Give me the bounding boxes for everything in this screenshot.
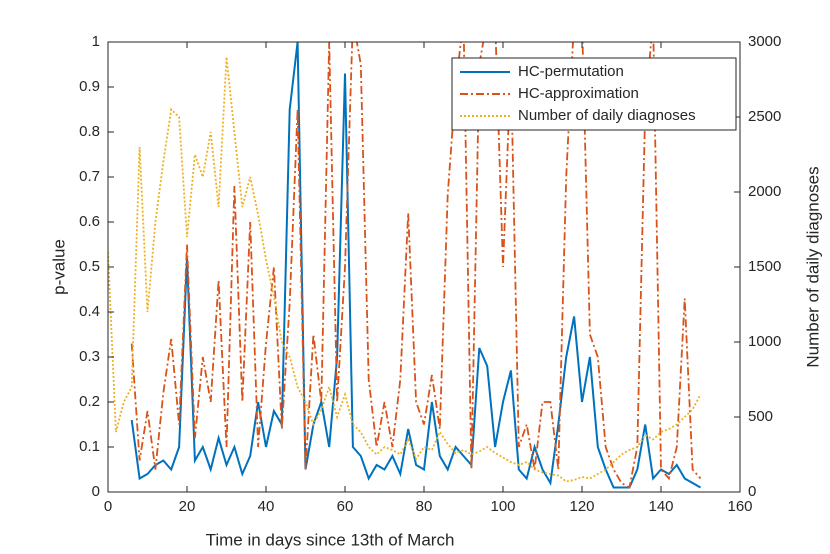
x-tick-label: 60 [337,498,354,515]
x-tick-label: 0 [104,498,112,515]
x-tick-label: 80 [416,498,433,515]
y-tick-label: 0 [92,483,100,500]
x-tick-label: 20 [179,498,196,515]
y2-tick-label: 2000 [748,183,781,200]
series-line [130,42,701,489]
x-tick-label: 160 [727,498,752,515]
y2-tick-label: 3000 [748,33,781,50]
y-tick-label: 0.8 [79,123,100,140]
y-tick-label: 0.4 [79,303,100,320]
y2-axis-label: Number of daily diagnoses [803,166,822,367]
y-tick-label: 1 [92,33,100,50]
y2-tick-label: 1000 [748,333,781,350]
series-line [130,42,702,489]
y2-tick-label: 2500 [748,108,781,125]
y-tick-label: 0.3 [79,348,100,365]
y-tick-label: 0.9 [79,78,100,95]
x-tick-label: 140 [648,498,673,515]
y-tick-label: 0.7 [79,168,100,185]
x-tick-label: 120 [569,498,594,515]
legend-label: Number of daily diagnoses [518,107,696,124]
y2-tick-label: 1500 [748,258,781,275]
legend-label: HC-approximation [518,85,639,102]
y-tick-label: 0.5 [79,258,100,275]
x-tick-label: 40 [258,498,275,515]
y2-tick-label: 500 [748,408,773,425]
y2-tick-label: 0 [748,483,756,500]
legend: HC-permutation HC-approximation Number of … [451,57,737,131]
x-tick-label: 100 [490,498,515,515]
x-axis-label: Time in days since 13th of March [206,530,455,549]
plot-area [108,42,702,489]
legend-label: HC-permutation [518,63,624,80]
y-tick-label: 0.6 [79,213,100,230]
series-line [108,56,702,483]
y-tick-label: 0.2 [79,393,100,410]
y-tick-label: 0.1 [79,438,100,455]
y-axis-label: p-value [49,239,68,295]
